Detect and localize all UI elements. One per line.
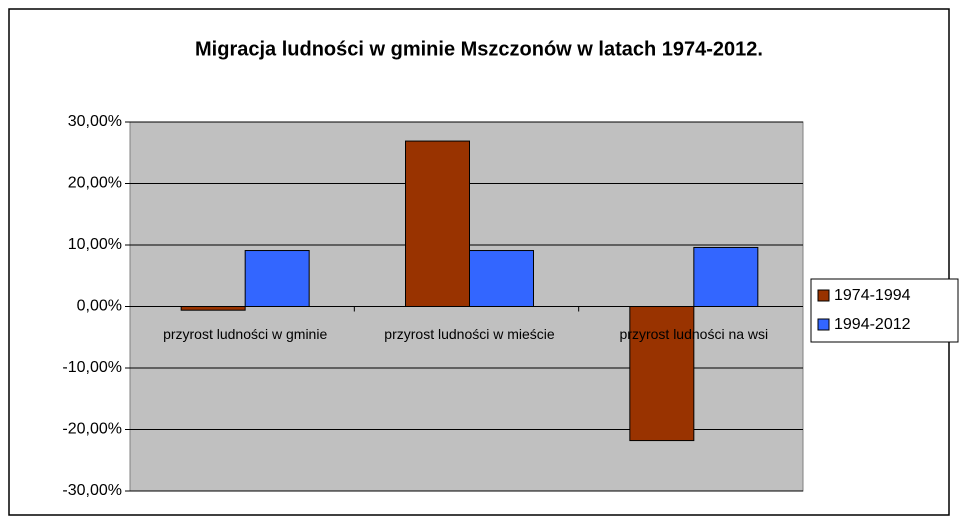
bar [180, 306, 246, 311]
y-tick-label: 10,00% [68, 236, 122, 253]
bar [244, 250, 310, 308]
x-tick-label: przyrost ludności w gminie [163, 325, 328, 342]
legend-label: 1974-1994 [834, 287, 911, 304]
legend-swatch [817, 289, 830, 302]
y-tick-label: -10,00% [62, 359, 122, 376]
y-tick-label: 20,00% [68, 175, 122, 192]
x-tick-label: przyrost ludności w mieście [384, 325, 555, 342]
legend-swatch [817, 318, 830, 331]
legend-label: 1994-2012 [834, 316, 911, 333]
y-tick-label: -30,00% [62, 482, 122, 499]
bar [469, 250, 534, 308]
y-tick-label: -20,00% [62, 421, 122, 438]
y-tick-label: 30,00% [68, 113, 122, 130]
bar [693, 246, 759, 308]
bar [629, 306, 695, 442]
y-tick-label: 0,00% [77, 298, 122, 315]
chart-title: Migracja ludności w gminie Mszczonów w l… [195, 38, 763, 60]
x-tick-label: przyrost ludności na wsi [619, 325, 769, 342]
legend-box [810, 278, 959, 343]
bar [405, 140, 470, 307]
